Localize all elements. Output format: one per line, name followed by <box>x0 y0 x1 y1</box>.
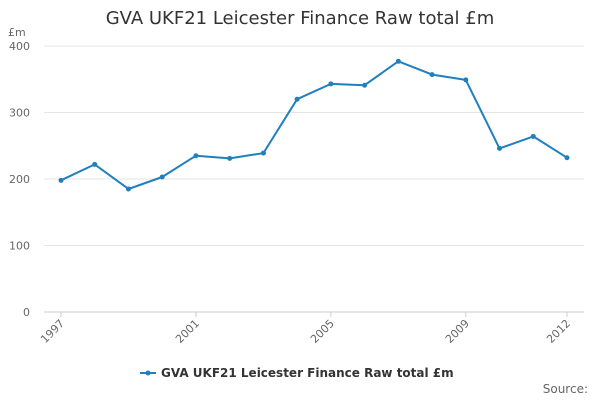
chart-title: GVA UKF21 Leicester Finance Raw total £m <box>105 8 495 29</box>
legend[interactable]: GVA UKF21 Leicester Finance Raw total £m <box>140 366 454 380</box>
y-tick-label-100: 100 <box>9 240 30 253</box>
data-point-2003[interactable] <box>260 150 266 156</box>
data-point-2004[interactable] <box>294 96 300 102</box>
y-tick-label-400: 400 <box>9 40 30 53</box>
y-tick-label-200: 200 <box>9 173 30 186</box>
x-tick-label-2001: 2001 <box>173 317 202 346</box>
y-unit-label: £m <box>8 26 26 39</box>
data-point-2006[interactable] <box>362 82 368 88</box>
data-point-2000[interactable] <box>159 174 165 180</box>
data-point-2008[interactable] <box>429 72 435 78</box>
series-line-0 <box>60 60 568 190</box>
data-point-2007[interactable] <box>395 58 401 64</box>
data-point-2009[interactable] <box>463 77 469 83</box>
source-label: Source: <box>542 382 588 396</box>
data-point-2011[interactable] <box>530 133 536 139</box>
y-axis: £m 0 100 200 300 400 <box>8 26 30 319</box>
data-point-2002[interactable] <box>227 155 233 161</box>
data-point-2010[interactable] <box>497 145 503 151</box>
data-point-2001[interactable] <box>193 153 199 159</box>
data-point-1998[interactable] <box>92 161 98 167</box>
series-layer <box>58 58 570 192</box>
x-tick-label-2012: 2012 <box>544 317 573 346</box>
y-tick-label-300: 300 <box>9 107 30 120</box>
data-point-1997[interactable] <box>58 177 64 183</box>
x-tick-label-1997: 1997 <box>38 317 67 346</box>
legend-point-marker <box>145 370 151 376</box>
x-tick-label-2005: 2005 <box>308 317 337 346</box>
legend-label: GVA UKF21 Leicester Finance Raw total £m <box>161 366 454 380</box>
x-tick-label-2009: 2009 <box>443 317 472 346</box>
data-point-2012[interactable] <box>564 155 570 161</box>
data-point-2005[interactable] <box>328 81 334 87</box>
grid-layer <box>44 45 584 313</box>
x-axis: 1997 2001 2005 2009 2012 <box>38 312 573 346</box>
y-tick-label-0: 0 <box>23 306 30 319</box>
data-point-1999[interactable] <box>125 186 131 192</box>
